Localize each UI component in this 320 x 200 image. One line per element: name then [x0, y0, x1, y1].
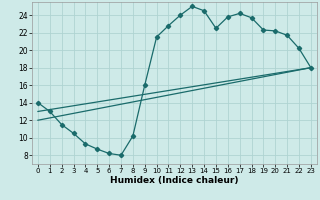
X-axis label: Humidex (Indice chaleur): Humidex (Indice chaleur) — [110, 176, 239, 185]
